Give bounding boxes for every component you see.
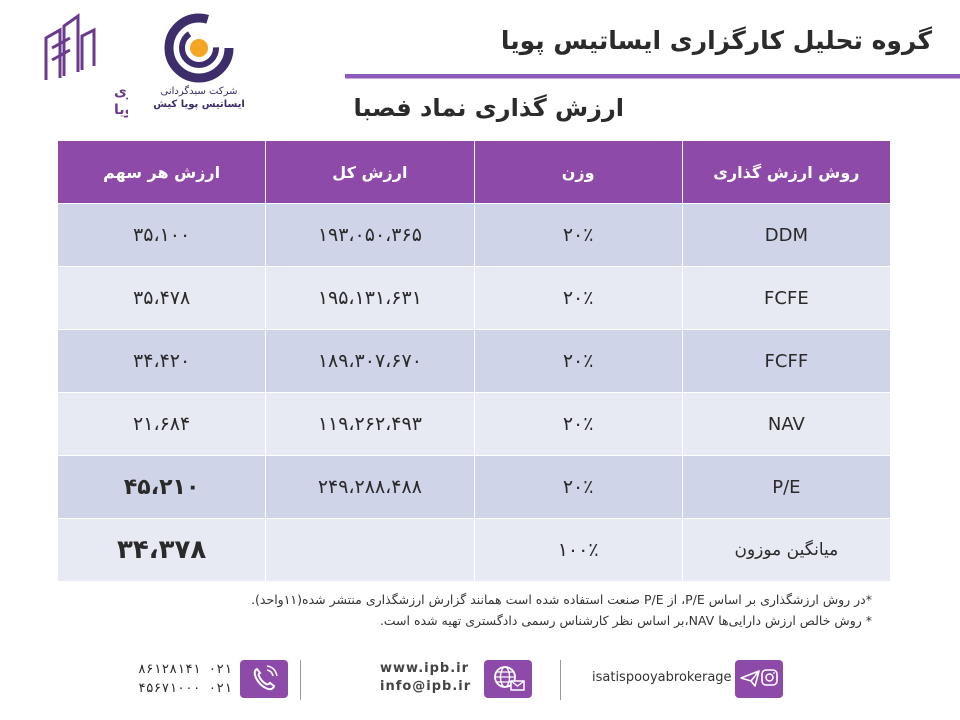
table-row: NAV ۲۰٪ ۱۱۹،۲۶۲،۴۹۳ ۲۱،۶۸۴ [56,392,892,456]
web-contacts: www.ipb.ir info@ipb.ir [380,660,471,696]
page-title: ارزش گذاری نماد فصبا [353,94,624,122]
cell-per-share: ۳۵،۱۰۰ [56,203,267,267]
cell-total: ۱۸۹،۳۰۷،۶۷۰ [265,329,475,393]
valuation-table: روش ارزش گذاری وزن ارزش کل ارزش هر سهم D… [56,140,892,582]
header-weight: وزن [473,140,683,204]
social-handle[interactable]: isatispooyabrokerage [592,670,732,685]
table-row: FCFE ۲۰٪ ۱۹۵،۱۳۱،۶۳۱ ۳۵،۴۷۸ [56,266,892,330]
cell-weight: ۲۰٪ [473,266,683,330]
phone-icon [240,660,288,698]
cell-method: FCFF [681,329,892,393]
cell-weight: ۲۰٪ [473,329,683,393]
header-per-share-value: ارزش هر سهم [56,140,267,204]
header-divider [345,74,960,78]
cell-total: ۱۱۹،۲۶۲،۴۹۳ [265,392,475,456]
phone-numbers: ۰۲۱ ۸۶۱۲۸۱۴۱ ۰۲۱ ۴۵۶۷۱۰۰۰ [138,660,232,698]
cell-per-share: ۳۴،۴۲۰ [56,329,267,393]
footer-separator [560,660,561,700]
cell-weight: ۲۰٪ [473,203,683,267]
svg-text:ایساتیس پویا کیش: ایساتیس پویا کیش [153,99,245,110]
cell-total [265,518,475,582]
cell-method: FCFE [681,266,892,330]
telegram-instagram-icon [735,660,783,698]
website-link[interactable]: www.ipb.ir [380,661,470,676]
svg-text:ایساتیس پویا: ایساتیس پویا [114,102,128,118]
cell-total: ۱۹۳،۰۵۰،۳۶۵ [265,203,475,267]
cell-weight: ۱۰۰٪ [473,518,683,582]
cell-total: ۲۴۹،۲۸۸،۴۸۸ [265,455,475,519]
cell-weight: ۲۰٪ [473,455,683,519]
svg-text:کارگزاری: کارگزاری [114,83,128,100]
phone-1: ۰۲۱ ۸۶۱۲۸۱۴۱ [138,662,232,677]
email-link[interactable]: info@ipb.ir [380,679,472,694]
header-divider-thin [345,78,960,79]
header-method: روش ارزش گذاری [681,140,892,204]
header-title: گروه تحلیل کارگزاری ایساتیس پویا [500,26,932,55]
header-total-value: ارزش کل [265,140,475,204]
table-row-weighted-average: میانگین موزون ۱۰۰٪ ۳۴،۳۷۸ [56,518,892,582]
footer-separator [300,660,301,700]
cell-per-share: ۳۴،۳۷۸ [56,518,267,582]
table-row: DDM ۲۰٪ ۱۹۳،۰۵۰،۳۶۵ ۳۵،۱۰۰ [56,203,892,267]
table-row: FCFF ۲۰٪ ۱۸۹،۳۰۷،۶۷۰ ۳۴،۴۲۰ [56,329,892,393]
cell-total: ۱۹۵،۱۳۱،۶۳۱ [265,266,475,330]
portfolio-company-logo: شرکت سبدگردانی ایساتیس پویا کیش [150,10,248,110]
cell-weight: ۲۰٪ [473,392,683,456]
cell-per-share: ۴۵،۲۱۰ [56,455,267,519]
footnote-nav: * روش خالص ارزش دارایی‌ها NAV،بر اساس نظ… [379,613,872,628]
cell-method: میانگین موزون [681,518,892,582]
table-row: P/E ۲۰٪ ۲۴۹،۲۸۸،۴۸۸ ۴۵،۲۱۰ [56,455,892,519]
globe-email-icon [484,660,532,698]
cell-per-share: ۲۱،۶۸۴ [56,392,267,456]
phone-2: ۰۲۱ ۴۵۶۷۱۰۰۰ [138,681,232,696]
cell-method: DDM [681,203,892,267]
cell-method: NAV [681,392,892,456]
svg-text:شرکت سبدگردانی: شرکت سبدگردانی [161,85,238,97]
footnote-pe: *در روش ارزشگذاری بر اساس P/E، از P/E صن… [251,592,872,607]
cell-method: P/E [681,455,892,519]
cell-per-share: ۳۵،۴۷۸ [56,266,267,330]
brokerage-logo: کارگزاری ایساتیس پویا [18,8,204,118]
table-header-row: روش ارزش گذاری وزن ارزش کل ارزش هر سهم [56,140,892,204]
